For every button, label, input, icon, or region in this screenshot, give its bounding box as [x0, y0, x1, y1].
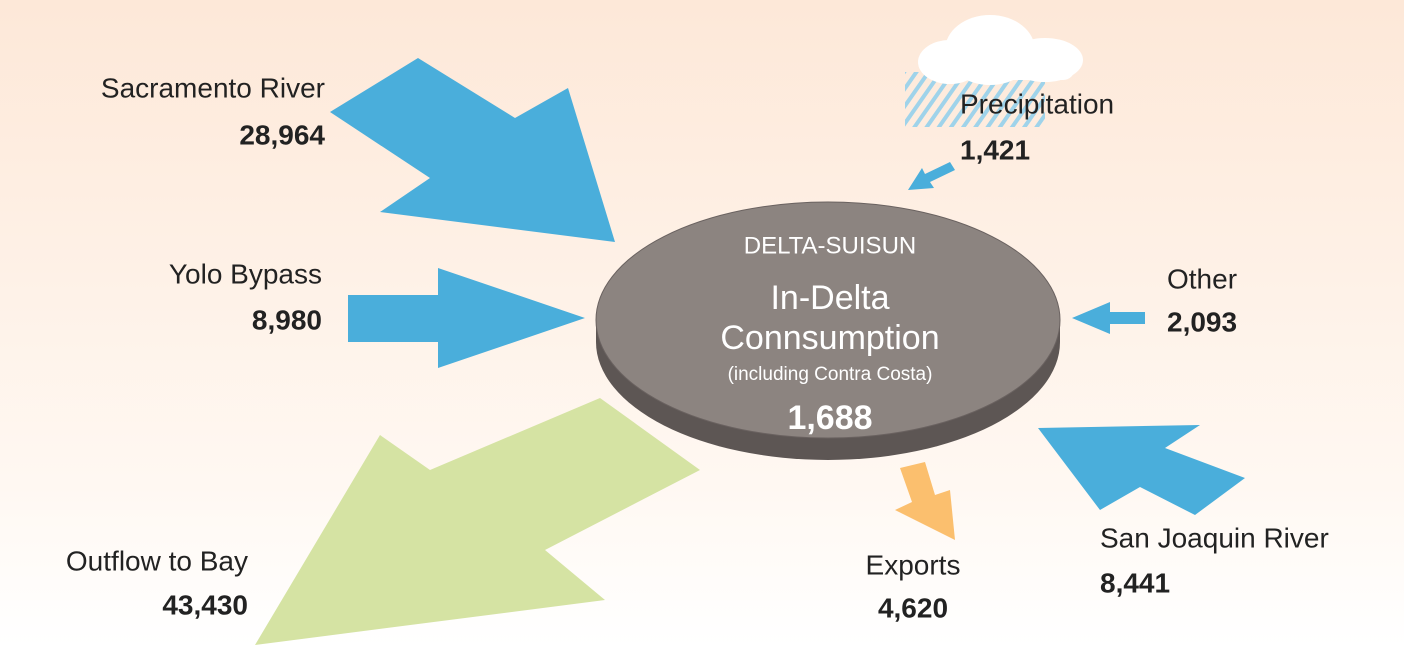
flow-label: Yolo Bypass	[169, 258, 322, 289]
flow-value: 4,620	[878, 592, 948, 623]
flow-value: 8,980	[252, 304, 322, 335]
center-value: 1,688	[787, 399, 872, 437]
flow-value: 8,441	[1100, 567, 1170, 598]
center-line: In-Delta	[770, 279, 889, 317]
diagram: DELTA-SUISUN In-Delta Connsumption (incl…	[0, 0, 1404, 646]
flow-label: San Joaquin River	[1100, 522, 1329, 553]
center-note: (including Contra Costa)	[728, 364, 933, 385]
flow-label: Other	[1167, 263, 1237, 294]
flow-value: 43,430	[162, 589, 248, 620]
center-line: Connsumption	[720, 319, 939, 357]
flow-value: 2,093	[1167, 306, 1237, 337]
flow-value: 1,421	[960, 134, 1030, 165]
flow-label: Sacramento River	[101, 72, 325, 103]
flow-label: Outflow to Bay	[66, 545, 248, 576]
center-title: DELTA-SUISUN	[744, 232, 916, 259]
flow-value: 28,964	[239, 119, 325, 150]
flow-label: Exports	[866, 549, 961, 580]
flow-label: Precipitation	[960, 88, 1114, 119]
